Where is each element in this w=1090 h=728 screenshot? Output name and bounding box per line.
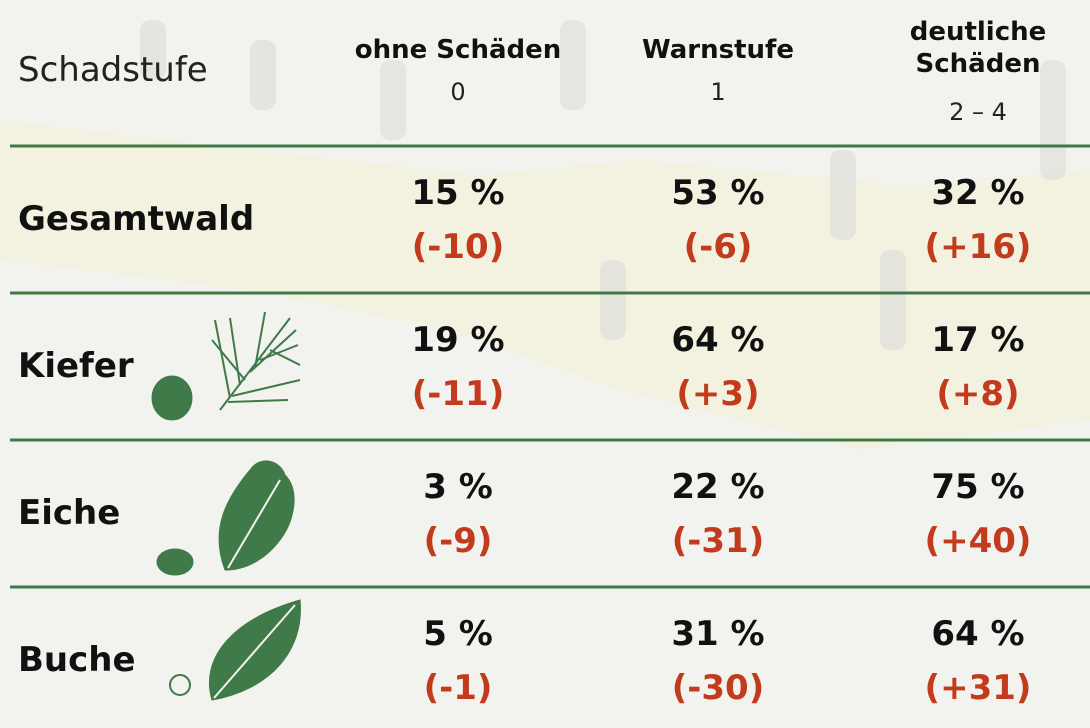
share-value: 15 % (411, 173, 505, 213)
column-code: 2 – 4 (949, 98, 1007, 126)
share-value: 22 % (671, 467, 765, 507)
change-value: (-6) (683, 227, 753, 267)
change-value: (+16) (924, 227, 1032, 267)
change-value: (-31) (671, 521, 765, 561)
share-value: 31 % (671, 614, 765, 654)
change-value: (-30) (671, 668, 765, 708)
change-value: (-1) (423, 668, 493, 708)
share-value: 3 % (423, 467, 493, 507)
share-value: 5 % (423, 614, 493, 654)
change-value: (+31) (924, 668, 1032, 708)
change-value: (-9) (423, 521, 493, 561)
share-value: 75 % (931, 467, 1025, 507)
change-value: (-11) (411, 374, 505, 414)
change-value: (+8) (936, 374, 1020, 414)
column-code: 0 (450, 78, 466, 106)
change-value: (+3) (676, 374, 760, 414)
column-code: 1 (710, 78, 726, 106)
share-value: 64 % (931, 614, 1025, 654)
share-value: 32 % (931, 173, 1025, 213)
header-label: Schadstufe (18, 50, 208, 90)
share-value: 19 % (411, 320, 505, 360)
row-label: Gesamtwald (18, 199, 255, 239)
row-label: Eiche (18, 493, 121, 533)
change-value: (-10) (411, 227, 505, 267)
column-title: deutliche Schäden (909, 17, 1047, 79)
column-title: ohne Schäden (354, 35, 562, 65)
share-value: 53 % (671, 173, 765, 213)
row-label: Buche (18, 640, 136, 680)
share-value: 17 % (931, 320, 1025, 360)
column-title: Warnstufe (642, 35, 794, 65)
share-value: 64 % (671, 320, 765, 360)
row-label: Kiefer (18, 346, 134, 386)
change-value: (+40) (924, 521, 1032, 561)
